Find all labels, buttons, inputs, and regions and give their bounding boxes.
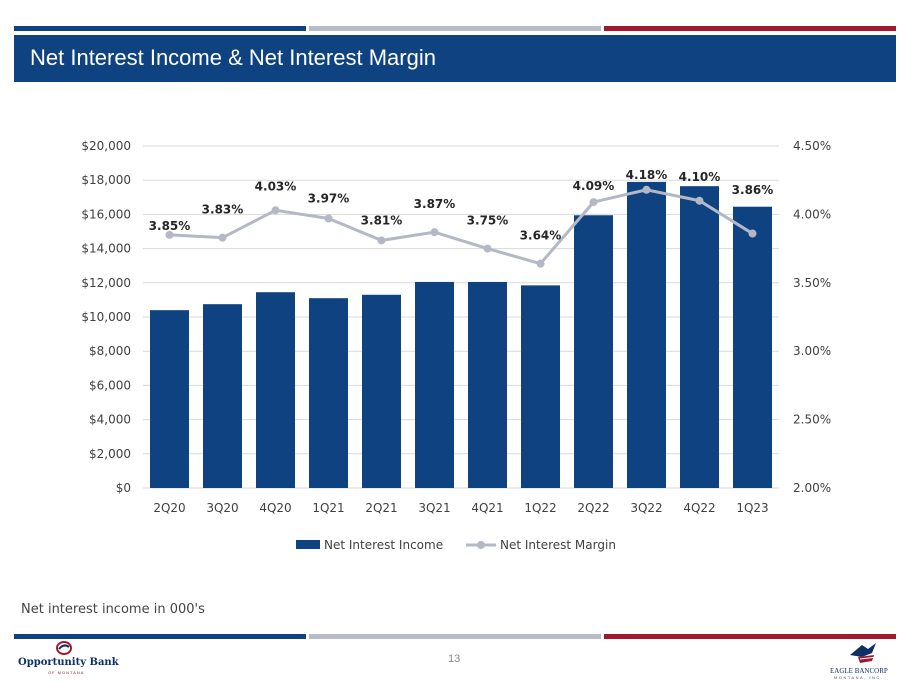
bar-net-interest-income — [680, 186, 719, 488]
bar-net-interest-income — [521, 285, 560, 488]
y-right-tick-label: 3.00% — [793, 344, 831, 358]
x-tick-label: 3Q20 — [206, 501, 238, 515]
legend-swatch-point — [477, 541, 485, 549]
line-point — [271, 206, 280, 215]
y-right-tick-label: 4.50% — [793, 139, 831, 153]
x-tick-label: 2Q20 — [153, 501, 185, 515]
bar-net-interest-income — [574, 215, 613, 488]
line-point — [483, 244, 492, 253]
bar-net-interest-income — [627, 181, 666, 488]
y-right-tick-label: 2.50% — [793, 413, 831, 427]
y-left-tick-label: $2,000 — [89, 447, 131, 461]
data-label-nim: 3.64% — [520, 229, 562, 243]
data-label-nim: 3.85% — [149, 219, 191, 233]
x-tick-label: 4Q21 — [471, 501, 503, 515]
x-tick-label: 3Q21 — [418, 501, 450, 515]
line-point — [748, 229, 757, 238]
legend-swatch-bar — [296, 540, 320, 549]
y-left-tick-label: $10,000 — [81, 310, 131, 324]
logo-left-name: Opportunity Bank — [18, 657, 119, 668]
y-left-tick-label: $6,000 — [89, 378, 131, 392]
line-point — [430, 228, 439, 237]
bar-net-interest-income — [362, 294, 401, 488]
title-bar: Net Interest Income & Net Interest Margi… — [14, 35, 896, 82]
data-label-nim: 3.83% — [202, 203, 244, 217]
bar-net-interest-income — [309, 298, 348, 488]
bottom-stripe-red — [604, 634, 896, 639]
data-label-nim: 3.75% — [467, 214, 509, 228]
y-right-tick-label: 4.00% — [793, 207, 831, 221]
legend-label-income: Net Interest Income — [324, 538, 443, 552]
x-tick-label: 2Q22 — [577, 501, 609, 515]
bar-net-interest-income — [150, 310, 189, 488]
top-stripe-navy — [14, 26, 306, 31]
bottom-stripe-navy — [14, 634, 306, 639]
data-label-nim: 3.86% — [732, 183, 774, 197]
line-point — [536, 259, 545, 268]
eagle-flag-icon — [850, 643, 876, 663]
bar-net-interest-income — [733, 206, 772, 488]
y-left-tick-label: $12,000 — [81, 276, 131, 290]
page-number: 13 — [448, 653, 461, 665]
y-left-tick-label: $18,000 — [81, 173, 131, 187]
line-point — [218, 233, 227, 242]
y-left-tick-label: $4,000 — [89, 413, 131, 427]
data-label-nim: 3.87% — [414, 197, 456, 211]
data-label-nim: 4.03% — [255, 179, 297, 193]
x-tick-label: 1Q21 — [312, 501, 344, 515]
data-label-nim: 4.09% — [573, 179, 615, 193]
line-point — [324, 214, 333, 223]
line-net-interest-margin — [169, 188, 754, 266]
logo-left-sub: OF MONTANA — [48, 670, 85, 675]
data-label-nim: 4.10% — [679, 170, 721, 184]
y-right-tick-label: 3.50% — [793, 276, 831, 290]
y-left-tick-label: $16,000 — [81, 207, 131, 221]
y-left-tick-label: $20,000 — [81, 139, 131, 153]
line-point — [377, 236, 386, 245]
bar-net-interest-income — [415, 281, 454, 488]
logo-right-sub: MONTANA, INC. — [834, 675, 884, 680]
bar-net-interest-income — [256, 292, 295, 488]
eagle-bancorp-logo: EAGLE BANCORP MONTANA, INC. — [830, 641, 900, 681]
bar-net-interest-income — [468, 281, 507, 488]
legend-label-margin: Net Interest Margin — [500, 538, 616, 552]
x-tick-label: 4Q22 — [683, 501, 715, 515]
x-tick-label: 2Q21 — [365, 501, 397, 515]
line-point — [589, 198, 598, 207]
x-tick-label: 1Q22 — [524, 501, 556, 515]
top-stripe-red — [604, 26, 896, 31]
bar-net-interest-income — [203, 304, 242, 488]
y-left-tick-label: $8,000 — [89, 344, 131, 358]
opportunity-bank-logo: Opportunity Bank OF MONTANA — [18, 641, 128, 677]
x-tick-label: 4Q20 — [259, 501, 291, 515]
logo-right-name: EAGLE BANCORP — [830, 667, 888, 675]
line-point — [165, 230, 174, 239]
bottom-stripe-gray — [309, 634, 601, 639]
y-left-tick-label: $14,000 — [81, 242, 131, 256]
x-tick-label: 3Q22 — [630, 501, 662, 515]
line-point — [695, 196, 704, 205]
page-title: Net Interest Income & Net Interest Margi… — [30, 45, 436, 70]
data-label-nim: 4.18% — [626, 168, 668, 182]
line-point — [642, 185, 651, 194]
data-label-nim: 3.97% — [308, 192, 350, 206]
top-stripe-gray — [309, 26, 601, 31]
swoosh-icon — [56, 641, 72, 655]
y-left-tick-label: $0 — [116, 481, 131, 495]
data-label-nim: 3.81% — [361, 213, 403, 227]
footnote: Net interest income in 000's — [21, 602, 205, 617]
y-right-tick-label: 2.00% — [793, 481, 831, 495]
x-tick-label: 1Q23 — [736, 501, 768, 515]
